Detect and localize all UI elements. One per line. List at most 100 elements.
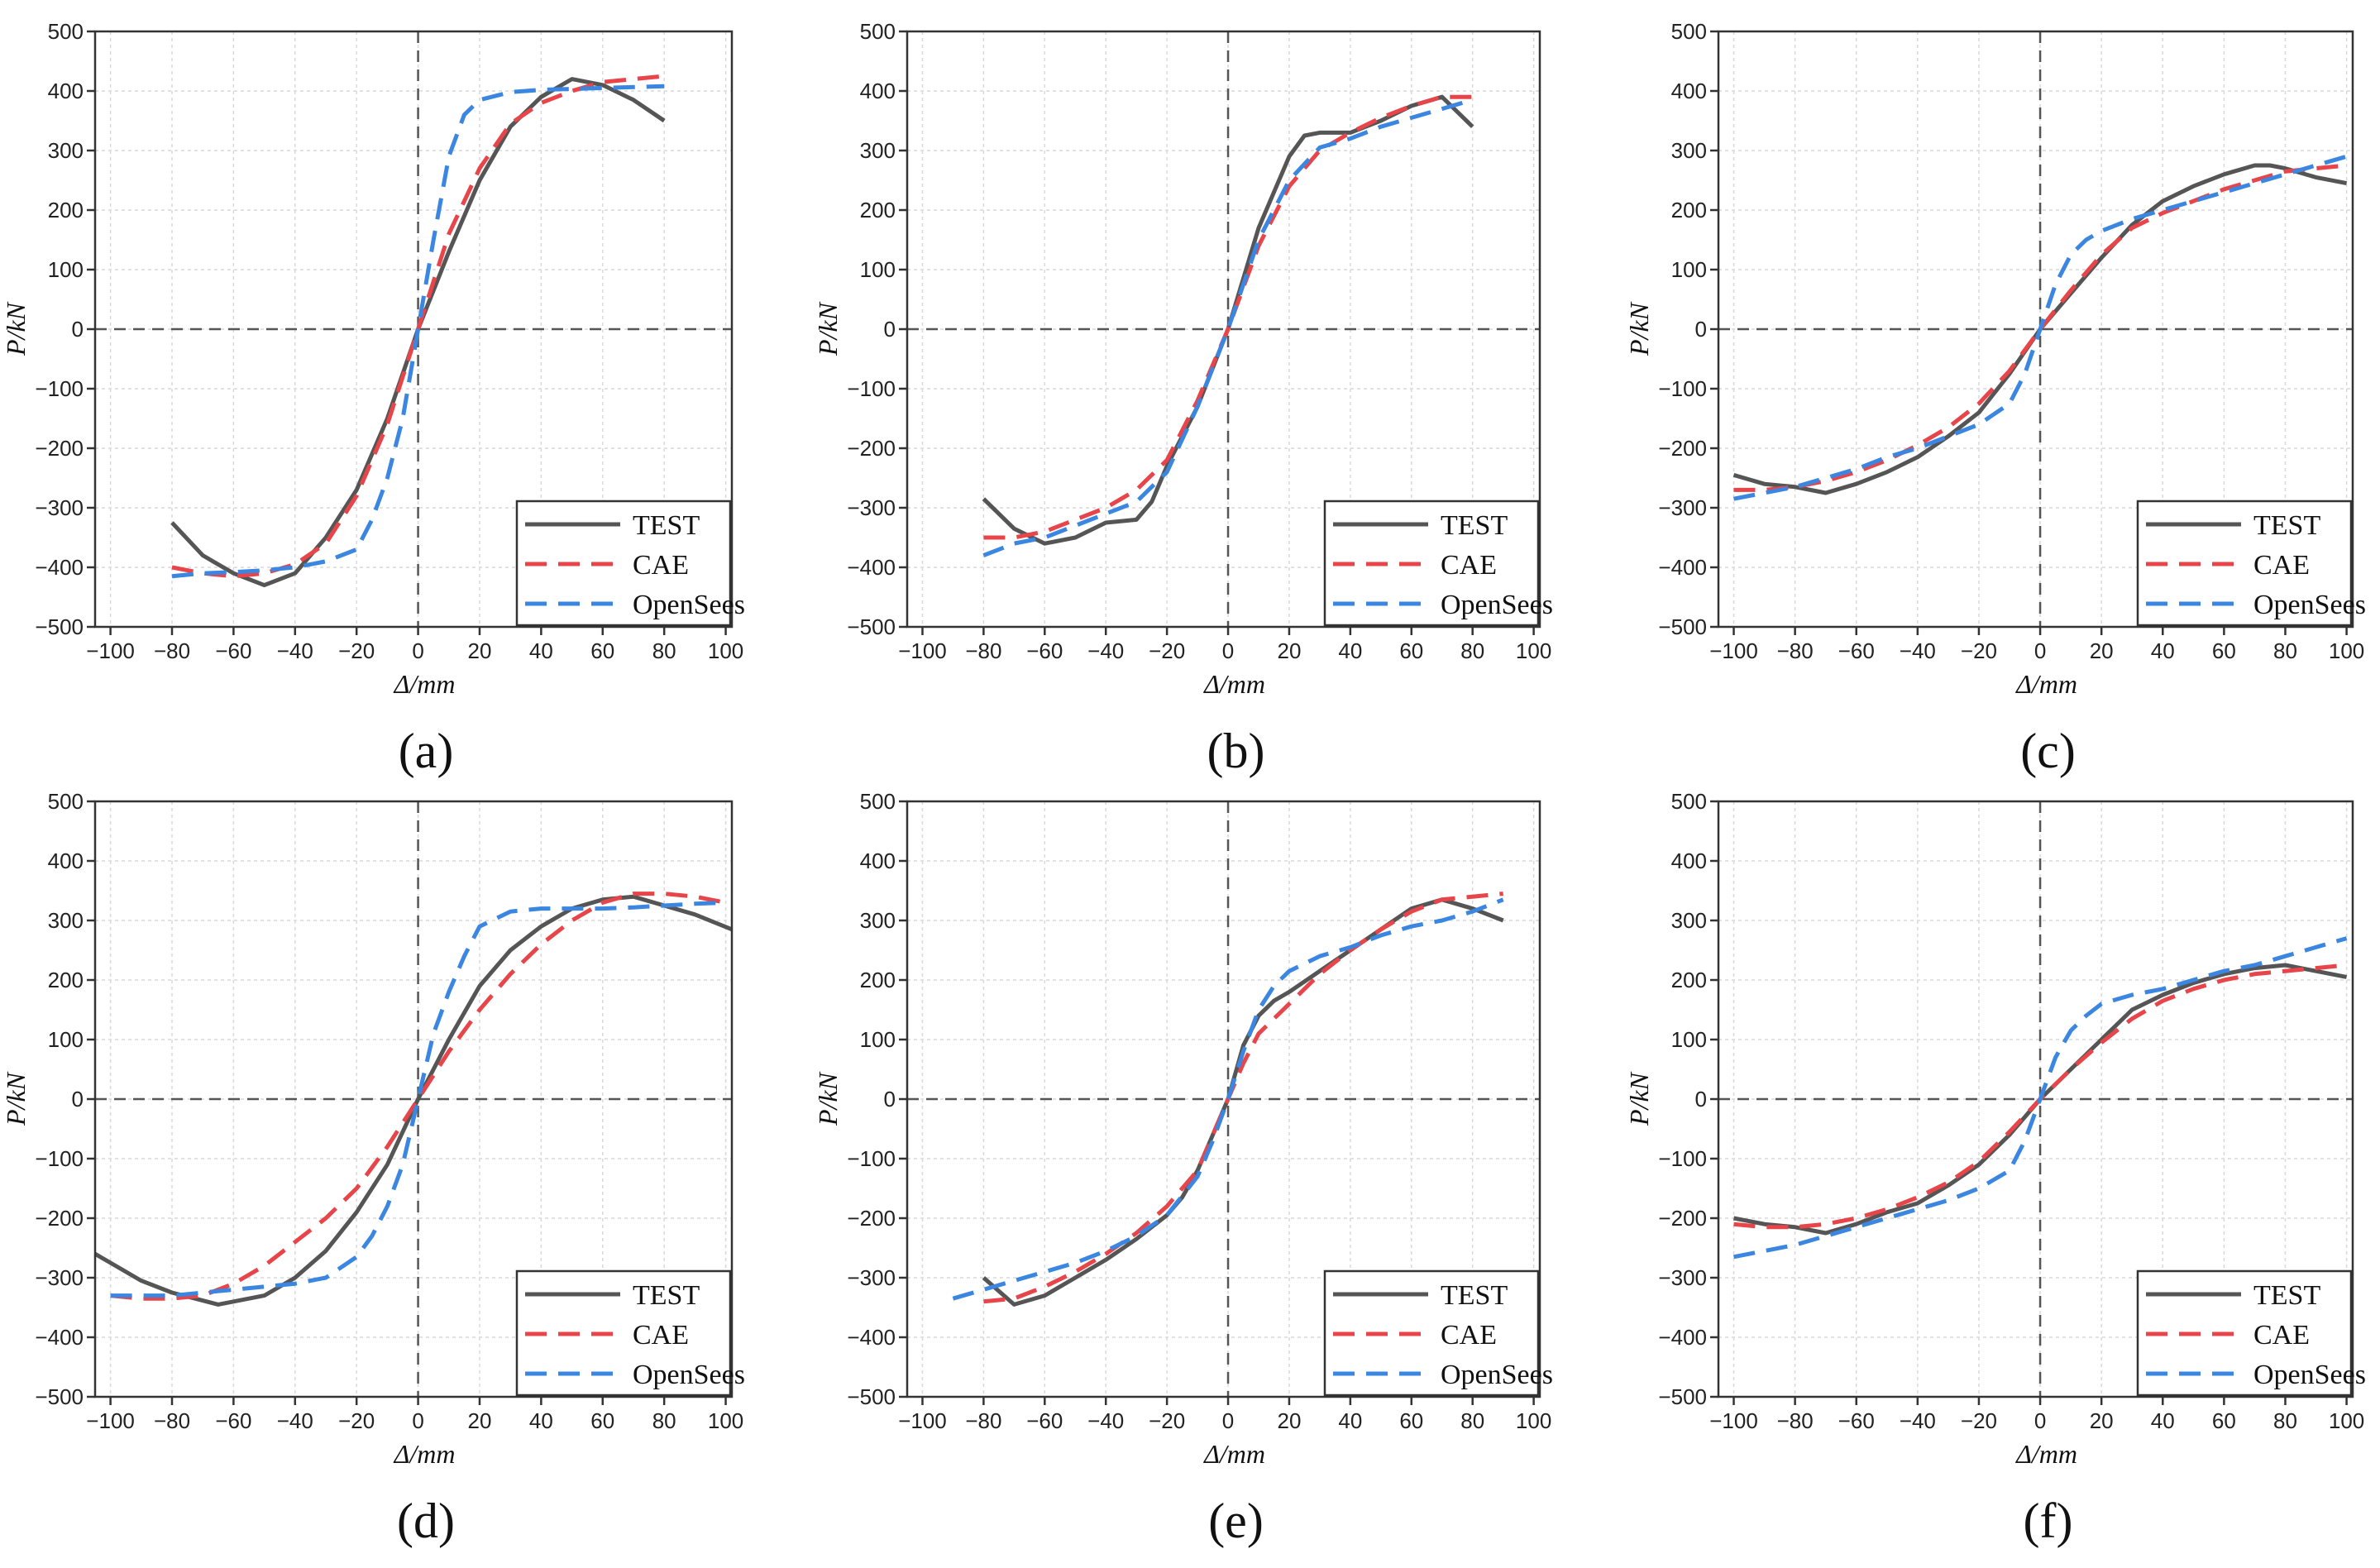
legend-label-opensees: OpenSees [2253,590,2366,620]
y-tick-label: 100 [48,257,84,282]
x-tick-label: −20 [1961,1408,1997,1433]
legend-label-test: TEST [2253,1280,2320,1311]
x-tick-label: −100 [898,638,947,663]
x-tick-label: −100 [1709,638,1758,663]
series-line-test [93,894,733,1307]
x-tick-label: 20 [1277,1408,1301,1433]
series-line-opensees [982,98,1474,557]
chart-panel-e: −100 −80 −60 −40 −20 0 20 40 60 80 100−500−400−300… [813,789,1553,1548]
legend-label-cae: CAE [1441,550,1497,581]
x-tick-label: 60 [590,638,614,663]
y-tick-label: −200 [847,1206,896,1231]
y-tick-label: 400 [48,79,84,103]
y-tick-label: 100 [1671,1027,1707,1052]
y-tick-label: −300 [35,1265,84,1290]
y-tick-label: −500 [847,1384,896,1409]
x-tick-label: −20 [338,638,375,663]
x-tick-label: −100 [86,638,135,663]
x-tick-label: −40 [1900,638,1936,663]
x-tick-label: 80 [2273,638,2297,663]
x-tick-label: 80 [1460,638,1484,663]
series-line-test [982,897,1504,1307]
x-tick-label: −80 [1777,638,1814,663]
legend-label-opensees: OpenSees [633,1360,745,1390]
y-tick-label: −100 [1658,376,1707,401]
y-axis-label: P/kN [1,1071,31,1126]
y-tick-label: 300 [48,908,84,933]
x-tick-label: 0 [412,638,423,663]
x-tick-label: −40 [1087,1408,1124,1433]
x-tick-label: 60 [1399,1408,1423,1433]
panel-label: (d) [397,1494,455,1548]
y-tick-label: −500 [847,614,896,639]
legend-label-test: TEST [633,510,700,541]
x-tick-label: 60 [2212,638,2236,663]
y-tick-label: 0 [1695,1087,1707,1111]
y-tick-label: −500 [1658,614,1707,639]
panel-label: (b) [1207,724,1265,778]
y-tick-label: 400 [48,849,84,873]
y-tick-label: 200 [48,968,84,992]
legend-label-test: TEST [2253,510,2320,541]
legend-label-cae: CAE [633,1320,689,1350]
y-tick-label: −400 [1658,1325,1707,1350]
x-tick-label: −80 [965,1408,1001,1433]
y-tick-label: 500 [860,19,896,44]
y-tick-label: −300 [1658,495,1707,520]
y-tick-label: −100 [847,1146,896,1171]
y-tick-label: 400 [860,79,896,103]
y-tick-label: −400 [35,555,84,580]
series-line-cae [983,94,1473,540]
chart-panel-f: −100 −80 −60 −40 −20 0 20 40 60 80 100−500−400−300… [1624,789,2366,1548]
x-tick-label: 20 [1277,638,1301,663]
legend-box [2136,1269,2353,1397]
x-tick-label: 100 [1516,1408,1551,1433]
x-tick-label: 60 [1399,638,1423,663]
x-tick-label: 40 [2151,638,2175,663]
y-tick-label: 0 [884,317,896,342]
y-axis-label: P/kN [1624,301,1654,356]
y-tick-label: 400 [1671,849,1707,873]
x-tick-label: 100 [708,1408,743,1433]
y-tick-label: −500 [35,614,84,639]
x-tick-label: 100 [708,638,743,663]
x-axis-label: Δ/mm [2014,669,2077,699]
x-tick-label: 0 [1222,1408,1234,1433]
x-axis-label: Δ/mm [1202,669,1265,699]
series-line-cae [983,892,1503,1304]
y-tick-label: −100 [1658,1146,1707,1171]
x-axis-label: Δ/mm [393,669,456,699]
y-tick-label: 200 [1671,968,1707,992]
y-tick-label: 0 [884,1087,896,1111]
y-tick-label: −200 [1658,1206,1707,1231]
y-tick-label: 100 [860,257,896,282]
y-tick-label: 200 [48,198,84,222]
x-tick-label: −60 [215,638,251,663]
y-tick-label: −400 [1658,555,1707,580]
x-tick-label: 80 [2273,1408,2297,1433]
y-tick-label: 100 [1671,257,1707,282]
legend-label-opensees: OpenSees [2253,1360,2366,1390]
y-tick-label: 100 [48,1027,84,1052]
y-tick-label: −100 [35,1146,84,1171]
chart-panel-b: −100 −80 −60 −40 −20 0 20 40 60 80 100−500−400−300… [813,19,1553,778]
x-tick-label: −20 [1961,638,1997,663]
y-tick-label: −500 [35,1384,84,1409]
y-tick-label: −300 [1658,1265,1707,1290]
legend-label-test: TEST [633,1280,700,1311]
x-tick-label: 0 [2034,638,2046,663]
legend-label-opensees: OpenSees [1441,590,1553,620]
y-tick-label: −400 [847,1325,896,1350]
y-tick-label: −200 [35,436,84,461]
x-tick-label: −20 [1149,638,1185,663]
x-tick-label: −20 [338,1408,375,1433]
x-tick-label: 40 [1338,638,1362,663]
y-tick-label: −200 [847,436,896,461]
x-tick-label: 20 [2090,638,2114,663]
legend-box [1323,1269,1540,1397]
legend: TEST CAE OpenSees [515,1269,745,1397]
y-tick-label: 500 [48,19,84,44]
x-tick-label: 100 [2329,1408,2364,1433]
y-tick-label: 0 [72,1087,84,1111]
